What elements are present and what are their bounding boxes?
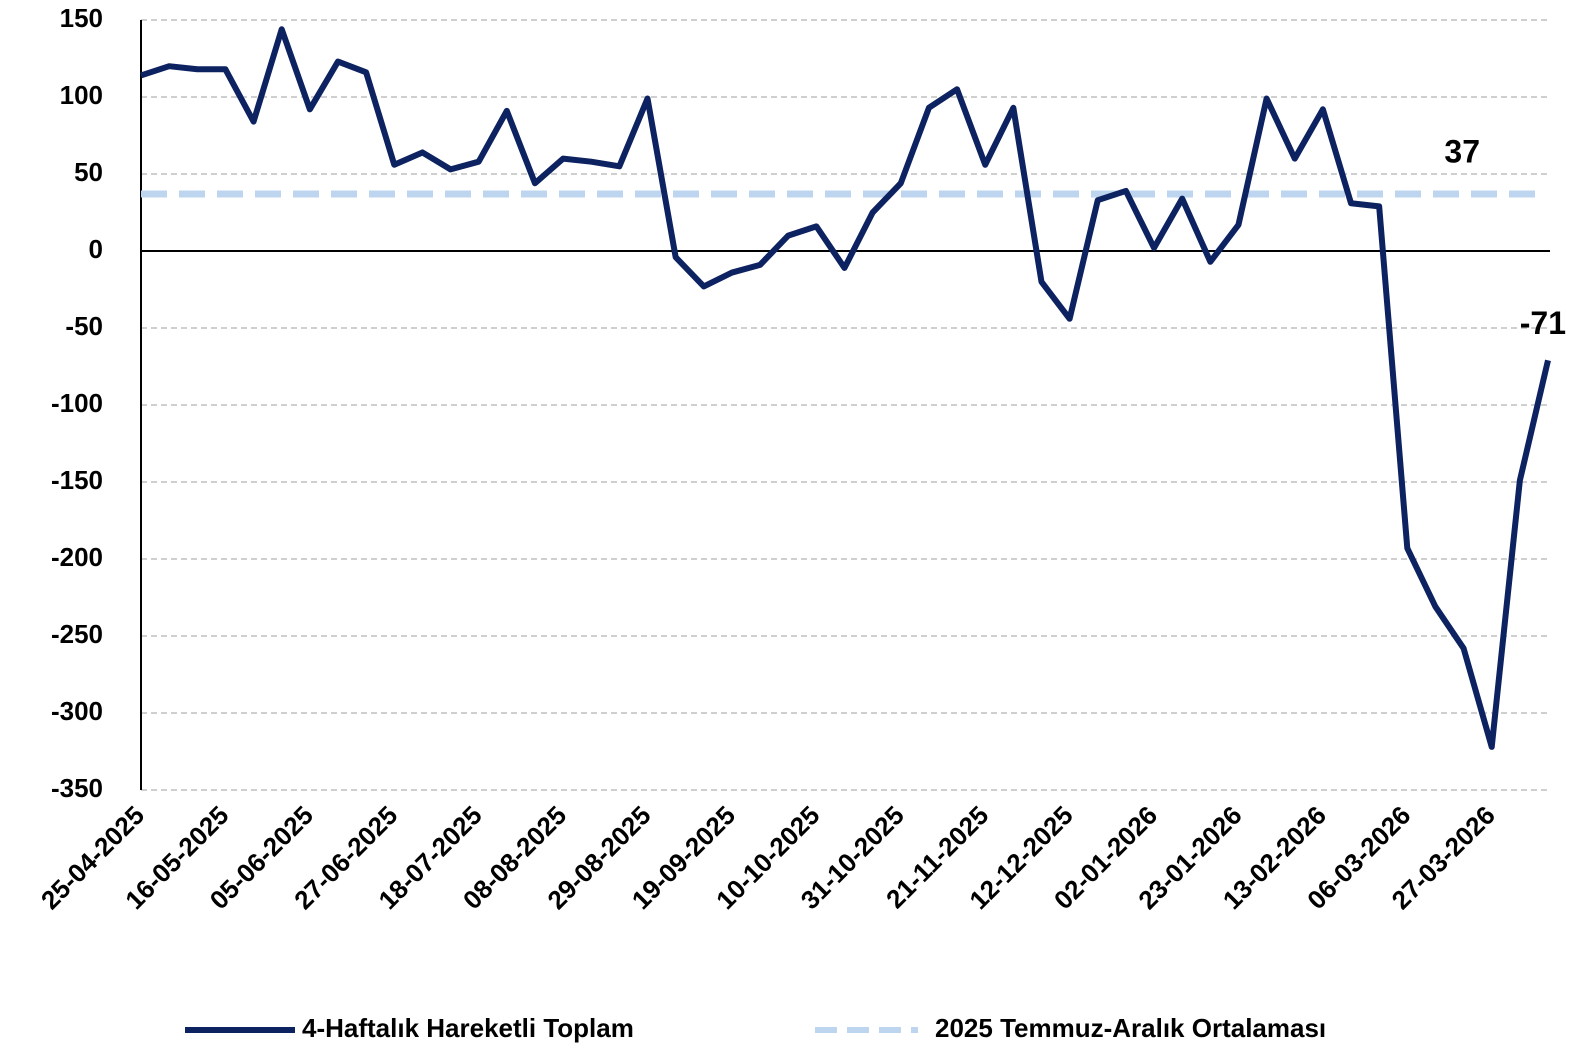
y-tick-label: -200	[51, 542, 103, 572]
y-tick-label: -50	[65, 311, 103, 341]
y-tick-label: -350	[51, 773, 103, 803]
y-tick-label: -150	[51, 465, 103, 495]
y-tick-label: -250	[51, 619, 103, 649]
value-label: -71	[1520, 305, 1566, 341]
y-tick-label: 100	[60, 80, 103, 110]
y-tick-label: -100	[51, 388, 103, 418]
y-tick-label: 150	[60, 3, 103, 33]
line-series	[140, 26, 1551, 750]
reference-label: 37	[1444, 133, 1480, 169]
y-tick-label: 50	[74, 157, 103, 187]
y-tick-label: 0	[89, 234, 103, 264]
legend-label: 2025 Temmuz-Aralık Ortalaması	[935, 1013, 1326, 1043]
y-tick-label: -300	[51, 696, 103, 726]
legend-label: 4-Haftalık Hareketli Toplam	[302, 1013, 634, 1043]
